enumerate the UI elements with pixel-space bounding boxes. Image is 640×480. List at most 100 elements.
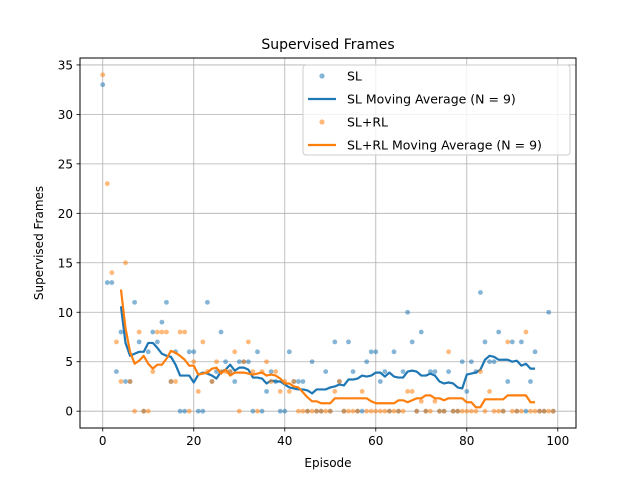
scatter-point bbox=[427, 369, 433, 375]
scatter-point bbox=[236, 408, 242, 414]
scatter-point bbox=[296, 408, 301, 414]
scatter-point bbox=[286, 388, 292, 394]
scatter-point bbox=[186, 408, 192, 414]
scatter-point bbox=[332, 388, 338, 394]
moving-average-line bbox=[119, 306, 536, 395]
scatter-point bbox=[446, 349, 451, 355]
y-tick-label: 15 bbox=[58, 256, 73, 270]
scatter-point bbox=[245, 339, 251, 345]
scatter-point bbox=[323, 408, 329, 414]
scatter-point bbox=[114, 339, 119, 345]
scatter-point bbox=[473, 408, 479, 414]
scatter-point bbox=[145, 408, 151, 414]
scatter-point bbox=[482, 408, 488, 414]
scatter-point bbox=[437, 408, 442, 414]
scatter-point bbox=[478, 369, 483, 375]
scatter-point bbox=[100, 82, 106, 88]
scatter-point bbox=[182, 408, 188, 414]
scatter-point bbox=[377, 379, 383, 384]
scatter-point bbox=[127, 379, 133, 384]
scatter-point bbox=[104, 181, 110, 187]
scatter-point bbox=[450, 408, 456, 414]
scatter-point bbox=[546, 309, 552, 315]
scatter-point bbox=[218, 329, 224, 335]
scatter-point bbox=[373, 349, 379, 355]
scatter-point bbox=[346, 408, 351, 414]
scatter-point bbox=[491, 359, 497, 365]
series-3 bbox=[119, 289, 536, 409]
scatter-point bbox=[200, 408, 206, 414]
scatter-point bbox=[427, 408, 433, 414]
scatter-point bbox=[118, 379, 124, 384]
scatter-point bbox=[418, 398, 424, 404]
scatter-point bbox=[505, 339, 511, 345]
scatter-point bbox=[459, 359, 465, 365]
scatter-point bbox=[282, 408, 288, 414]
scatter-point bbox=[255, 349, 260, 355]
scatter-point bbox=[459, 408, 465, 414]
scatter-point bbox=[327, 408, 333, 414]
scatter-point bbox=[164, 329, 169, 335]
scatter-point bbox=[377, 408, 383, 414]
scatter-point bbox=[209, 379, 215, 384]
y-tick-label: 10 bbox=[58, 306, 73, 320]
legend-entry: SL+RL Moving Average (N = 9) bbox=[347, 138, 542, 153]
scatter-point bbox=[150, 329, 156, 335]
scatter-point bbox=[245, 359, 251, 365]
scatter-point bbox=[250, 408, 256, 414]
scatter-point bbox=[132, 408, 138, 414]
scatter-point bbox=[168, 379, 174, 384]
scatter-point bbox=[223, 359, 229, 365]
scatter-point bbox=[537, 408, 542, 414]
x-tick-label: 40 bbox=[277, 434, 292, 448]
scatter-point bbox=[478, 290, 483, 295]
y-tick-label: 30 bbox=[58, 108, 73, 122]
scatter-point bbox=[195, 388, 201, 394]
scatter-point bbox=[541, 408, 547, 414]
scatter-point bbox=[464, 408, 470, 414]
scatter-point bbox=[236, 359, 242, 365]
scatter-point bbox=[214, 359, 219, 365]
scatter-point bbox=[523, 329, 529, 335]
legend-marker bbox=[319, 119, 325, 125]
scatter-point bbox=[518, 408, 524, 414]
scatter-point bbox=[250, 369, 256, 375]
x-tick-label: 0 bbox=[99, 434, 107, 448]
scatter-point bbox=[314, 408, 320, 414]
scatter-point bbox=[177, 408, 183, 414]
scatter-point bbox=[382, 408, 388, 414]
scatter-point bbox=[145, 349, 151, 355]
scatter-point bbox=[487, 388, 492, 394]
scatter-point bbox=[396, 408, 401, 414]
scatter-point bbox=[341, 408, 347, 414]
scatter-point bbox=[350, 369, 356, 375]
scatter-point bbox=[405, 309, 411, 315]
scatter-point bbox=[496, 329, 502, 335]
axis-ticks: 0 20 40 60 80 100 0 5 10 15 20 25 30 35 bbox=[58, 58, 570, 448]
scatter-point bbox=[496, 408, 502, 414]
x-tick-label: 100 bbox=[546, 434, 569, 448]
plot-area bbox=[100, 72, 556, 414]
scatter-point bbox=[273, 369, 279, 375]
scatter-point bbox=[409, 339, 415, 345]
scatter-point bbox=[532, 408, 538, 414]
scatter-point bbox=[300, 379, 306, 384]
scatter-point bbox=[309, 408, 315, 414]
scatter-point bbox=[373, 408, 379, 414]
scatter-point bbox=[114, 369, 119, 375]
scatter-point bbox=[309, 359, 315, 365]
scatter-point bbox=[200, 339, 206, 345]
scatter-point bbox=[259, 408, 265, 414]
scatter-point bbox=[286, 349, 292, 355]
scatter-point bbox=[205, 299, 210, 305]
scatter-point bbox=[182, 329, 188, 335]
scatter-point bbox=[509, 408, 515, 414]
scatter-point bbox=[264, 359, 269, 365]
moving-average-line bbox=[119, 289, 536, 409]
y-tick-label: 0 bbox=[65, 405, 73, 419]
scatter-point bbox=[359, 408, 365, 414]
scatter-point bbox=[173, 379, 178, 384]
scatter-point bbox=[550, 408, 556, 414]
scatter-point bbox=[104, 280, 110, 285]
